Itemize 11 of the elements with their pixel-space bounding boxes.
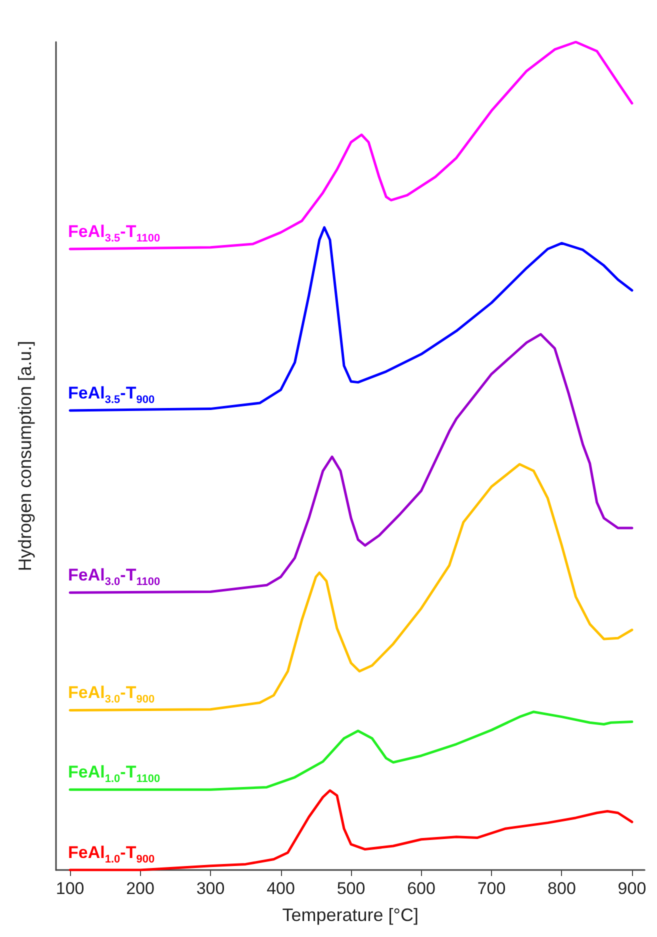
x-tick-label: 700: [477, 879, 506, 898]
x-tick-label: 100: [56, 879, 84, 898]
y-axis-title: Hydrogen consumption [a.u.]: [15, 340, 35, 572]
x-tick-label: 900: [618, 879, 646, 898]
x-axis-title: Temperature [°C]: [282, 905, 418, 925]
x-tick-label: 800: [548, 879, 576, 898]
x-tick-label: 400: [266, 879, 295, 898]
x-tick-label: 600: [407, 879, 436, 898]
x-tick-label: 300: [196, 879, 225, 898]
x-tick-label: 200: [126, 879, 154, 898]
x-tick-label: 500: [336, 879, 366, 898]
